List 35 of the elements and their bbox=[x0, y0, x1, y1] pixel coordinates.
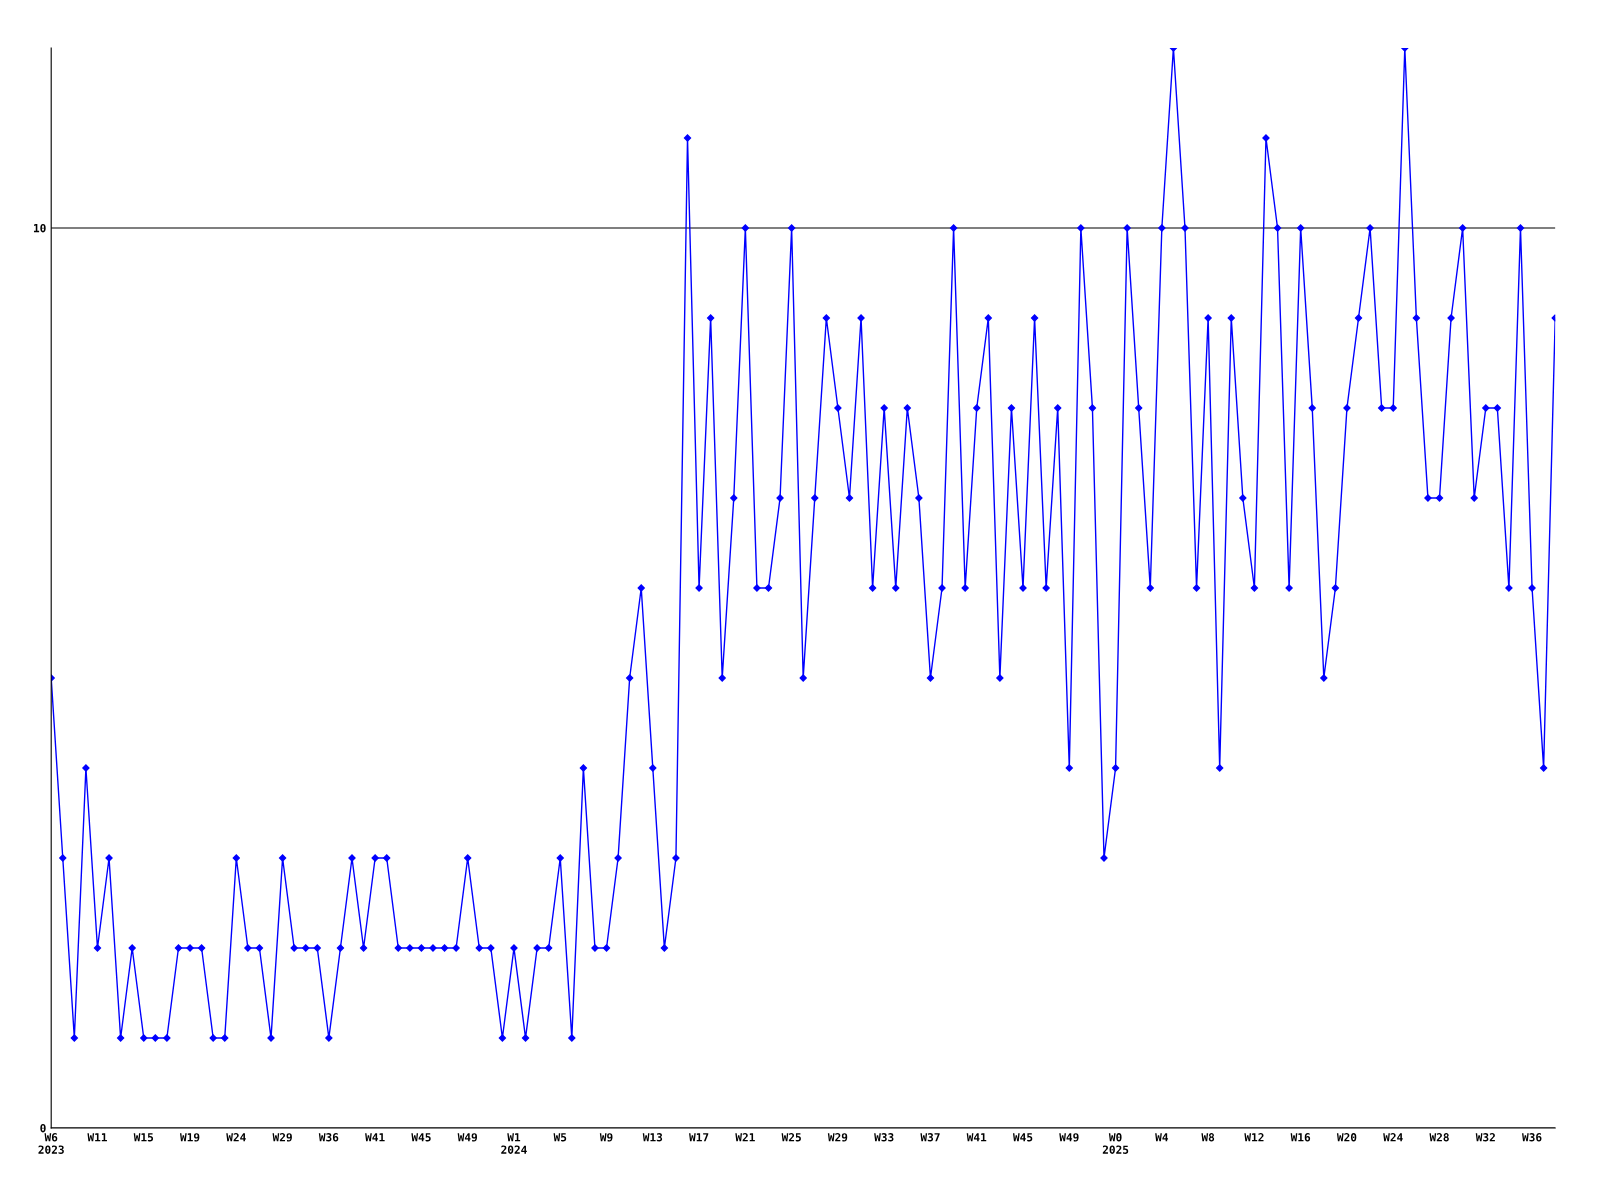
x-tick-label: W20 bbox=[1336, 1133, 1357, 1142]
x-tick-label: W19 bbox=[180, 1133, 200, 1142]
x-tick-label: W41 bbox=[966, 1133, 987, 1142]
x-tick-label: W6 2023 bbox=[38, 1133, 64, 1154]
x-tick-label: W36 bbox=[1522, 1133, 1542, 1142]
y-tick-label: 10 bbox=[33, 223, 46, 233]
x-tick-label: W37 bbox=[920, 1133, 940, 1142]
x-tick-label: W29 bbox=[272, 1133, 292, 1142]
x-tick-label: W8 bbox=[1201, 1133, 1215, 1142]
x-tick-label: W9 bbox=[599, 1133, 613, 1142]
x-tick-label: W36 bbox=[318, 1133, 339, 1142]
x-tick-label: W33 bbox=[874, 1133, 894, 1142]
x-tick-label: W4 bbox=[1155, 1133, 1169, 1142]
x-tick-label: W0 2025 bbox=[1102, 1133, 1129, 1154]
x-tick-label: W49 bbox=[1059, 1133, 1079, 1142]
x-tick-label: W1 2024 bbox=[501, 1133, 527, 1154]
x-tick-label: W32 bbox=[1475, 1133, 1495, 1142]
x-tick-label: W24 bbox=[1383, 1133, 1403, 1142]
x-tick-label: W5 bbox=[553, 1133, 567, 1142]
x-tick-label: W49 bbox=[457, 1133, 478, 1142]
x-tick-label: W16 bbox=[1290, 1133, 1311, 1142]
x-tick-label: W15 bbox=[133, 1133, 154, 1142]
x-tick-label: W24 bbox=[226, 1133, 246, 1142]
x-tick-label: W13 bbox=[642, 1133, 663, 1142]
x-tick-label: W45 bbox=[1012, 1133, 1033, 1142]
x-tick-label: W29 bbox=[827, 1133, 848, 1142]
x-tick-label: W17 bbox=[689, 1133, 709, 1142]
x-tick-label: W41 bbox=[365, 1133, 385, 1142]
x-tick-label: W21 bbox=[735, 1133, 755, 1142]
x-tick-label: W12 bbox=[1244, 1133, 1264, 1142]
x-tick-label: W25 bbox=[781, 1133, 801, 1142]
x-tick-label: W45 bbox=[411, 1133, 431, 1142]
x-tick-label: W11 bbox=[87, 1133, 107, 1142]
y-tick-label: 0 bbox=[40, 1123, 46, 1133]
x-tick-label: W28 bbox=[1429, 1133, 1449, 1142]
